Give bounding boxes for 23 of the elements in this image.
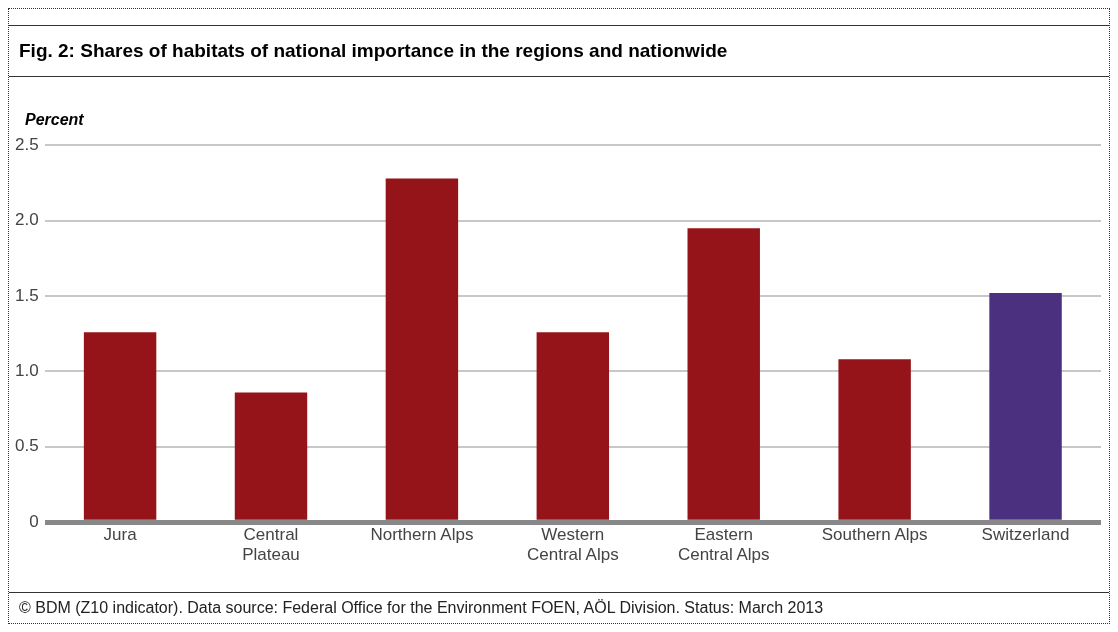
x-tick-label: Central Plateau [242,525,300,565]
bar [536,332,610,520]
y-tick-label: 2.0 [14,210,39,230]
y-axis-title: Percent [25,111,85,129]
x-tick-label: Switzerland [981,525,1070,545]
y-tick-label: 1.5 [14,285,39,305]
chart-title: Fig. 2: Shares of habitats of national importance in the regions and nationwide [9,25,1109,77]
x-tick-label: Eastern Central Alps [677,525,770,565]
x-tick-label: Southern Alps [821,525,928,545]
text: © BDM (Z10 indicator). Data source: Federal Office for the Environment FOEN, AÖL Division. Status: March 2013 [9,592,1109,623]
bar [234,392,308,520]
bar [687,228,760,520]
bar [83,332,157,520]
x-tick-label: Jura [103,525,138,545]
y-tick-label: 2.5 [14,134,39,154]
y-tick-label: 1.0 [14,361,39,381]
y-tick-label: 0 [29,511,39,531]
x-tick-label: Northern Alps [370,525,474,545]
bar [989,292,1062,520]
bar [838,359,911,520]
x-tick-label: Western Central Alps [526,525,619,565]
bar [385,178,459,520]
y-tick-label: 0.5 [14,436,39,456]
